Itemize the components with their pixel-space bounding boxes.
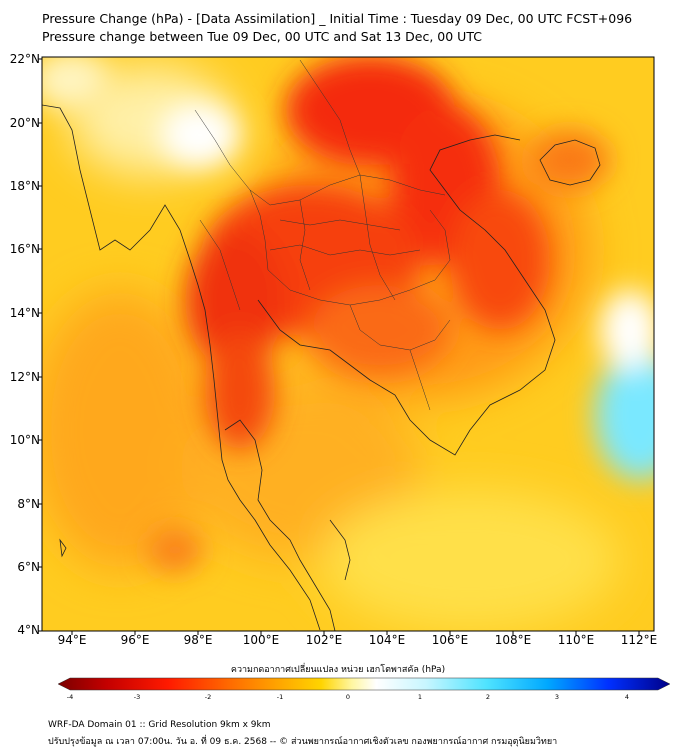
lon-label-110e: 110°E: [557, 633, 595, 647]
colorbar-tick: -1: [276, 693, 284, 701]
footer-domain-info: WRF-DA Domain 01 :: Grid Resolution 9km …: [48, 720, 271, 730]
lon-label-94e: 94°E: [57, 633, 87, 647]
colorbar-tick: 4: [624, 693, 630, 701]
lon-label-98e: 98°E: [183, 633, 213, 647]
colorbar-title: ความกดอากาศเปลี่ยนแปลง หน่วย เฮกโตพาสคัล…: [230, 665, 446, 675]
lat-label-10n: 10°N: [9, 433, 40, 447]
lon-label-112e: 112°E: [620, 633, 658, 647]
lon-label-104e: 104°E: [368, 633, 406, 647]
map-title: Pressure Change (hPa) - [Data Assimilati…: [42, 11, 633, 26]
footer-update-info: ปรับปรุงข้อมูล ณ เวลา 07:00น. วัน อ. ที่…: [48, 737, 558, 747]
lat-label-18n: 18°N: [9, 179, 40, 193]
lon-label-108e: 108°E: [494, 633, 532, 647]
admin-borders: [194, 59, 451, 411]
colorbar-tick: -3: [133, 693, 141, 701]
pressure-field: [42, 57, 654, 631]
colorbar-tick: -2: [204, 693, 212, 701]
map-frame: [41, 56, 655, 632]
lat-label-6n: 6°N: [17, 560, 40, 574]
lat-label-22n: 22°N: [9, 52, 40, 66]
lon-label-100e: 100°E: [242, 633, 280, 647]
lat-label-20n: 20°N: [9, 116, 40, 130]
colorbar-tick: 1: [417, 693, 423, 701]
colorbar-tick: -4: [66, 693, 74, 701]
lat-label-16n: 16°N: [9, 242, 40, 256]
lat-label-8n: 8°N: [17, 497, 40, 511]
lon-label-106e: 106°E: [431, 633, 469, 647]
map-subtitle: Pressure change between Tue 09 Dec, 00 U…: [42, 29, 482, 44]
colorbar-tick: 3: [554, 693, 560, 701]
axis-ticks: [38, 58, 640, 635]
lon-label-102e: 102°E: [305, 633, 343, 647]
lat-label-4n: 4°N: [17, 623, 40, 637]
colorbar-tick: 0: [345, 693, 351, 701]
coastlines: [42, 104, 601, 631]
lat-label-12n: 12°N: [9, 370, 40, 384]
lat-label-14n: 14°N: [9, 306, 40, 320]
lon-label-96e: 96°E: [120, 633, 150, 647]
colorbar-tick: 2: [485, 693, 491, 701]
